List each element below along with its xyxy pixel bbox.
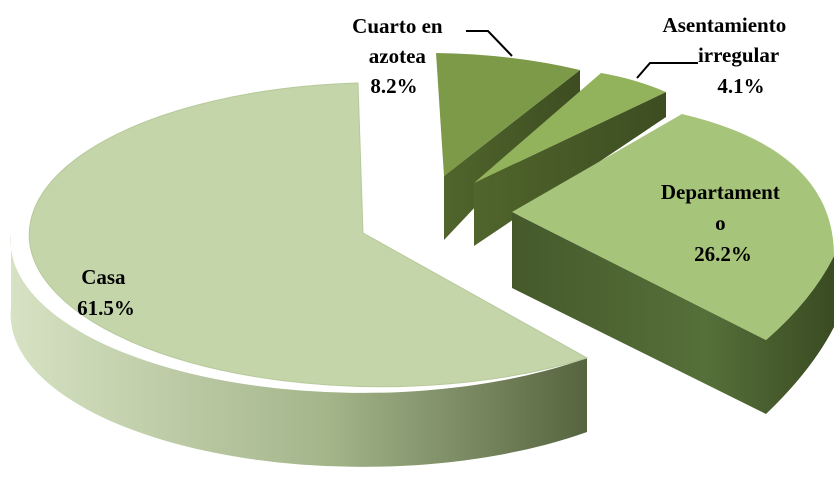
slice-label-casa-line-2: 61.5%: [77, 296, 135, 320]
slice-departamento: Departament o 26.2%: [512, 114, 834, 414]
leader-line-asentamiento-irregular: [636, 62, 698, 79]
slice-label-cuarto-azotea-line-2: azotea: [369, 44, 427, 68]
slice-asentamiento-irregular-top: [474, 73, 666, 183]
slice-departamento-side: [512, 212, 834, 414]
slice-label-cuarto-azotea-line-1: Cuarto en: [352, 14, 443, 38]
slice-label-asentamiento-irregular-line-3: 4.1%: [717, 74, 764, 98]
slice-label-casa: Casa 61.5%: [77, 265, 135, 320]
slice-casa-top: [28, 82, 589, 388]
slice-casa: Casa 61.5%: [10, 82, 589, 467]
leader-line-cuarto-azotea: [466, 30, 513, 57]
slice-label-departamento-line-2: o: [715, 211, 726, 235]
slice-label-departamento: Departament o 26.2%: [661, 180, 785, 266]
slice-label-departamento-line-1: Departament: [661, 180, 780, 204]
slice-label-asentamiento-irregular-line-1: Asentamiento: [663, 13, 787, 37]
slice-label-cuarto-azotea-line-3: 8.2%: [370, 74, 417, 98]
slice-asentamiento-irregular: Asentamiento irregular 4.1%: [474, 13, 792, 246]
slice-cuarto-azotea-top: [436, 53, 580, 176]
slice-label-departamento-line-3: 26.2%: [694, 242, 752, 266]
slice-casa-side: [10, 233, 587, 467]
slice-label-casa-line-1: Casa: [81, 265, 126, 289]
slice-label-asentamiento-irregular-line-2: irregular: [698, 43, 779, 67]
slice-label-cuarto-azotea: Cuarto en azotea 8.2%: [352, 14, 448, 98]
slice-label-asentamiento-irregular: Asentamiento irregular 4.1%: [663, 13, 792, 98]
slice-departamento-top: [512, 114, 834, 340]
